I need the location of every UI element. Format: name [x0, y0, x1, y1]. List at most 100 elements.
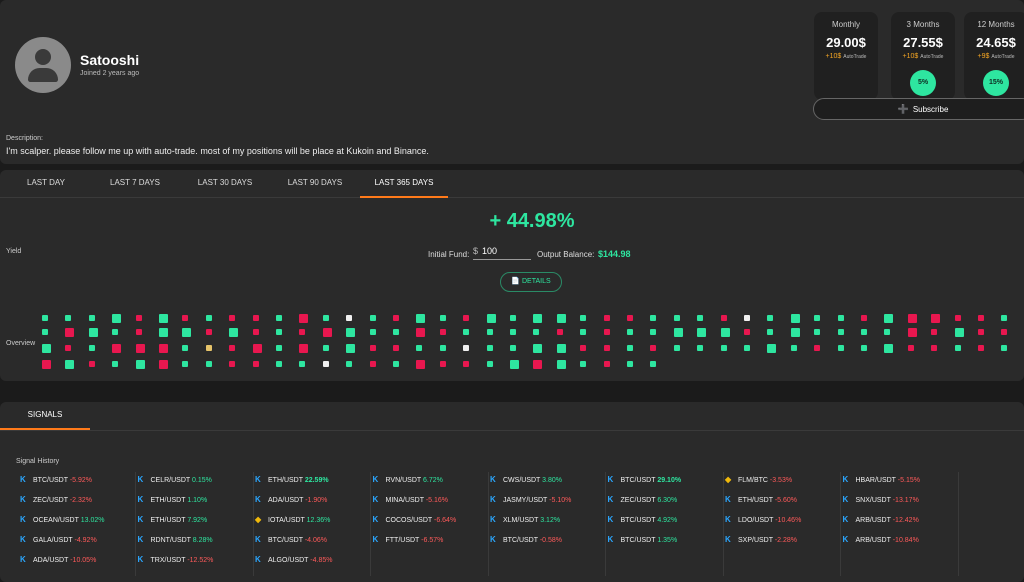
heatmap-cell[interactable] — [182, 345, 189, 351]
heatmap-cell[interactable] — [42, 315, 48, 321]
heatmap-cell[interactable] — [439, 361, 446, 367]
heatmap-cell[interactable] — [580, 329, 587, 335]
heatmap-cell[interactable] — [580, 345, 587, 351]
heatmap-cell[interactable] — [486, 313, 496, 323]
heatmap-cell[interactable] — [229, 345, 236, 351]
heatmap-cell[interactable] — [346, 315, 353, 321]
signal-item[interactable]: K ETH/USDT -5.60% — [725, 495, 797, 509]
heatmap-cell[interactable] — [205, 315, 212, 321]
heatmap-cell[interactable] — [159, 327, 168, 337]
heatmap-cell[interactable] — [627, 361, 633, 367]
heatmap-cell[interactable] — [299, 329, 306, 335]
heatmap-cell[interactable] — [229, 361, 236, 367]
heatmap-cell[interactable] — [252, 315, 259, 321]
heatmap-cell[interactable] — [556, 313, 566, 323]
signal-item[interactable]: K BTC/USDT -5.92% — [20, 475, 92, 489]
signal-item[interactable]: K MINA/USDT -5.16% — [373, 495, 449, 509]
heatmap-cell[interactable] — [135, 329, 142, 335]
heatmap-cell[interactable] — [603, 315, 610, 321]
tab-signals[interactable]: SIGNALS — [0, 402, 90, 430]
heatmap-cell[interactable] — [346, 343, 356, 353]
heatmap-cell[interactable] — [65, 327, 75, 337]
signal-item[interactable]: K SXP/USDT -2.28% — [725, 535, 797, 549]
heatmap-cell[interactable] — [510, 329, 516, 335]
heatmap-cell[interactable] — [42, 359, 51, 369]
heatmap-cell[interactable] — [837, 345, 844, 351]
signal-item[interactable]: K FTT/USDT -6.57% — [373, 535, 444, 549]
heatmap-cell[interactable] — [837, 315, 844, 321]
heatmap-cell[interactable] — [603, 361, 610, 367]
heatmap-cell[interactable] — [229, 315, 236, 321]
heatmap-cell[interactable] — [744, 345, 750, 351]
heatmap-cell[interactable] — [88, 327, 98, 337]
signal-item[interactable]: K ARB/USDT -12.42% — [843, 515, 919, 529]
heatmap-cell[interactable] — [276, 345, 282, 351]
signal-item[interactable]: K ZEC/USDT -2.32% — [20, 495, 92, 509]
heatmap-cell[interactable] — [510, 345, 516, 351]
heatmap-cell[interactable] — [159, 359, 168, 369]
heatmap-cell[interactable] — [393, 345, 399, 351]
heatmap-cell[interactable] — [393, 315, 399, 321]
signal-item[interactable]: K CELR/USDT 0.15% — [138, 475, 212, 489]
heatmap-cell[interactable] — [1001, 315, 1008, 321]
heatmap-cell[interactable] — [135, 343, 145, 353]
heatmap-cell[interactable] — [182, 315, 189, 321]
heatmap-cell[interactable] — [299, 313, 309, 323]
heatmap-cell[interactable] — [42, 329, 48, 335]
heatmap-cell[interactable] — [907, 327, 917, 337]
tab-last-day[interactable]: LAST DAY — [27, 178, 65, 187]
heatmap-cell[interactable] — [112, 313, 122, 323]
heatmap-cell[interactable] — [88, 345, 95, 351]
heatmap-cell[interactable] — [112, 329, 119, 335]
heatmap-cell[interactable] — [650, 345, 657, 351]
subscribe-button[interactable]: ➕ Subscribe — [813, 98, 1024, 120]
heatmap-cell[interactable] — [463, 329, 470, 335]
signal-item[interactable]: K ADA/USDT -10.05% — [20, 555, 96, 569]
heatmap-cell[interactable] — [393, 361, 399, 367]
heatmap-cell[interactable] — [205, 361, 212, 367]
heatmap-cell[interactable] — [861, 315, 867, 321]
heatmap-cell[interactable] — [276, 329, 282, 335]
heatmap-cell[interactable] — [463, 361, 470, 367]
heatmap-cell[interactable] — [88, 361, 95, 367]
heatmap-cell[interactable] — [978, 345, 984, 351]
heatmap-cell[interactable] — [369, 329, 376, 335]
heatmap-cell[interactable] — [369, 315, 376, 321]
signal-item[interactable]: K BTC/USDT -0.58% — [490, 535, 562, 549]
heatmap-cell[interactable] — [884, 313, 894, 323]
signal-item[interactable]: K BTC/USDT 29.10% — [608, 475, 682, 489]
heatmap-cell[interactable] — [42, 343, 51, 353]
heatmap-cell[interactable] — [978, 329, 984, 335]
heatmap-cell[interactable] — [112, 361, 119, 367]
signal-item[interactable]: K ETH/USDT 1.10% — [138, 495, 208, 509]
signal-item[interactable]: K OCEAN/USDT 13.02% — [20, 515, 104, 529]
signal-item[interactable]: K HBAR/USDT -5.15% — [843, 475, 920, 489]
details-button[interactable]: 📄 DETAILS — [500, 272, 562, 292]
heatmap-cell[interactable] — [884, 329, 891, 335]
signal-item[interactable]: K JASMY/USDT -5.10% — [490, 495, 571, 509]
heatmap-cell[interactable] — [954, 315, 961, 321]
heatmap-cell[interactable] — [954, 327, 964, 337]
heatmap-cell[interactable] — [159, 313, 168, 323]
signal-item[interactable]: ◆ FLM/BTC -3.53% — [725, 475, 792, 489]
heatmap-cell[interactable] — [931, 345, 938, 351]
signal-item[interactable]: K LDO/USDT -10.46% — [725, 515, 801, 529]
heatmap-cell[interactable] — [814, 329, 821, 335]
heatmap-cell[interactable] — [603, 345, 610, 351]
heatmap-cell[interactable] — [322, 361, 329, 367]
heatmap-cell[interactable] — [954, 345, 961, 351]
heatmap-cell[interactable] — [416, 327, 426, 337]
heatmap-cell[interactable] — [744, 329, 750, 335]
heatmap-cell[interactable] — [112, 343, 122, 353]
heatmap-cell[interactable] — [907, 345, 914, 351]
heatmap-cell[interactable] — [650, 315, 657, 321]
heatmap-cell[interactable] — [369, 345, 376, 351]
heatmap-cell[interactable] — [790, 345, 797, 351]
heatmap-cell[interactable] — [416, 313, 426, 323]
heatmap-cell[interactable] — [205, 345, 212, 351]
heatmap-cell[interactable] — [814, 345, 821, 351]
heatmap-cell[interactable] — [65, 315, 72, 321]
signal-item[interactable]: K CWS/USDT 3.80% — [490, 475, 562, 489]
heatmap-cell[interactable] — [603, 329, 610, 335]
heatmap-cell[interactable] — [1001, 345, 1008, 351]
